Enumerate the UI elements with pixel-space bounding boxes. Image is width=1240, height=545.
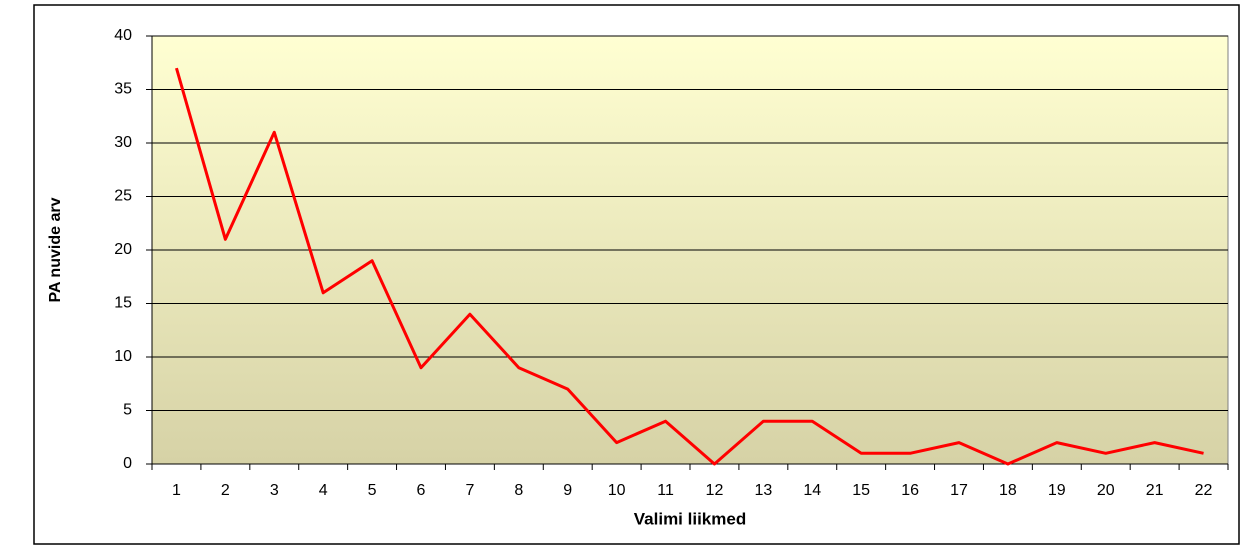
x-tick-label: 22 [1195, 482, 1213, 499]
x-tick-label: 3 [270, 482, 279, 499]
y-tick-label: 5 [123, 402, 132, 419]
x-tick-label: 4 [319, 482, 328, 499]
x-tick-label: 10 [608, 482, 626, 499]
x-tick-label: 17 [950, 482, 968, 499]
y-tick-label: 20 [114, 241, 132, 258]
x-tick-label: 5 [368, 482, 377, 499]
x-tick-label: 6 [417, 482, 426, 499]
x-tick-label: 11 [657, 482, 674, 499]
y-tick-label: 15 [114, 295, 132, 312]
x-tick-label: 8 [514, 482, 523, 499]
x-tick-label: 20 [1097, 482, 1115, 499]
y-tick-label: 0 [123, 455, 132, 472]
y-tick-label: 30 [114, 134, 132, 151]
x-tick-label: 21 [1146, 482, 1164, 499]
x-tick-label: 7 [465, 482, 474, 499]
x-tick-label: 18 [999, 482, 1017, 499]
data-line [175, 67, 1204, 466]
x-tick-label: 14 [803, 482, 821, 499]
x-tick-label: 13 [754, 482, 772, 499]
x-tick-label: 15 [852, 482, 870, 499]
x-tick-label: 2 [221, 482, 230, 499]
x-tick-label: 1 [172, 482, 181, 499]
y-tick-label: 10 [114, 348, 132, 365]
x-tick-label: 12 [706, 482, 724, 499]
y-tick-label: 35 [114, 81, 132, 98]
x-tick-label: 19 [1048, 482, 1066, 499]
y-tick-label: 25 [114, 188, 132, 205]
y-axis-title: PA nuvide arv [47, 197, 64, 302]
y-tick-label: 40 [114, 27, 132, 44]
x-axis-title: Valimi liikmed [634, 509, 746, 528]
x-tick-label: 9 [563, 482, 572, 499]
x-tick-label: 16 [901, 482, 919, 499]
